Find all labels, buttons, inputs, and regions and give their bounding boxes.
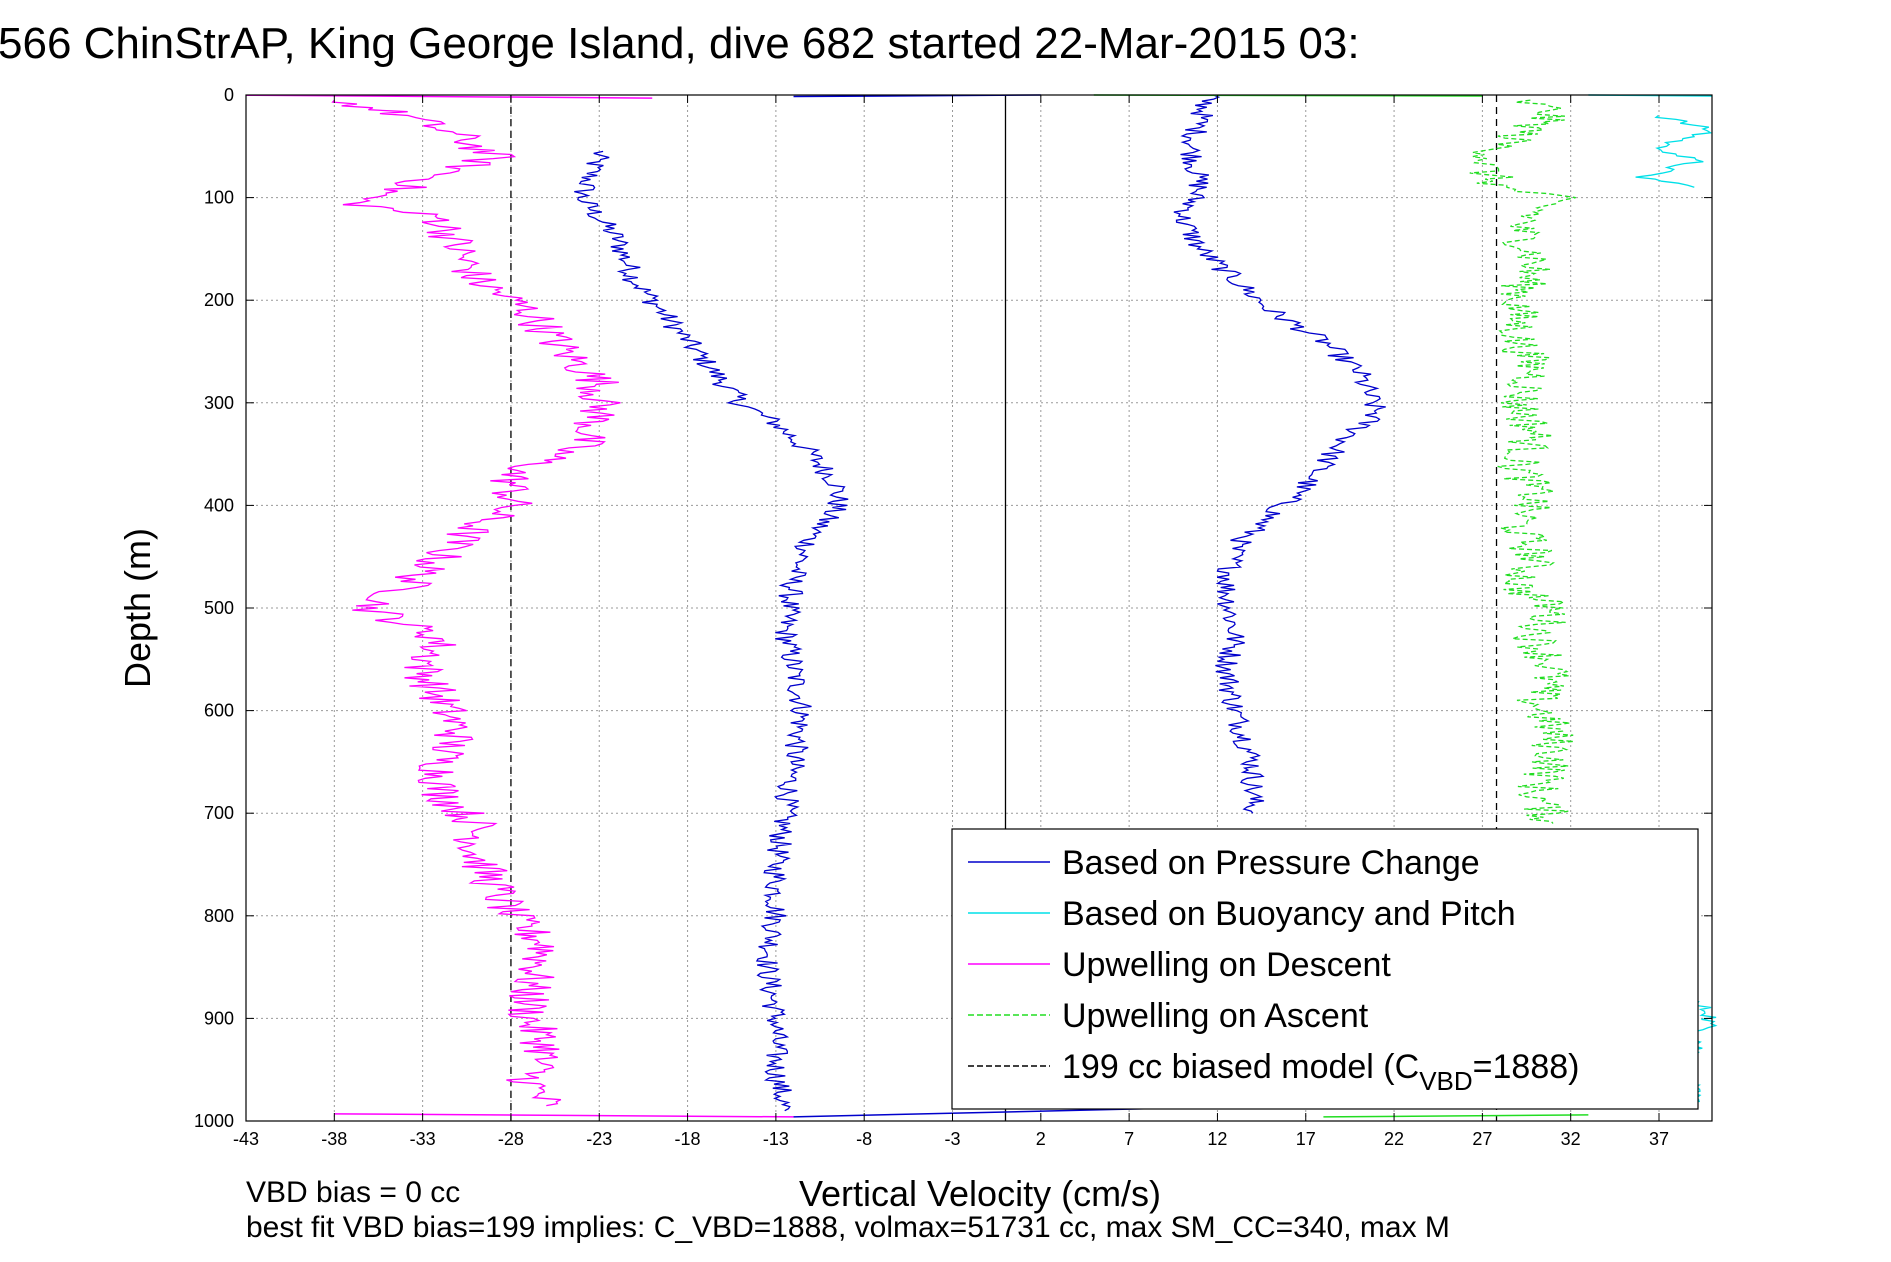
surface-spike (245, 94, 653, 99)
x-tick-label: -33 (410, 1129, 436, 1149)
y-axis-ticks: 0 100 200 300 400 500 600 700 800 900 1000 (194, 85, 1712, 1131)
x-tick-label: -8 (856, 1129, 872, 1149)
legend-label-upwelling-on-descent: Upwelling on Descent (1062, 946, 1391, 984)
y-tick-label: 200 (204, 290, 234, 310)
x-tick-label: -23 (586, 1129, 612, 1149)
x-tick-label: -28 (498, 1129, 524, 1149)
series-line-based-on-pressure-change (574, 150, 849, 1112)
y-tick-label: 0 (224, 85, 234, 105)
x-axis-ticks: -43 -38 -33 -28 -23 -18 -13 -8 -3 2 7 12 17 22 27 32 37 (233, 95, 1669, 1149)
y-tick-label: 900 (204, 1008, 234, 1028)
x-tick-label: 7 (1124, 1129, 1134, 1149)
x-tick-label: -3 (944, 1129, 960, 1149)
x-tick-label: 17 (1296, 1129, 1316, 1149)
y-tick-label: 600 (204, 701, 234, 721)
chart-title: 566 ChinStrAP, King George Island, dive … (0, 19, 1360, 68)
x-tick-label: 32 (1561, 1129, 1581, 1149)
x-tick-label: 22 (1384, 1129, 1404, 1149)
series-line-based-on-pressure-change-ascent (1173, 94, 1386, 814)
y-axis-label: Depth (m) (117, 528, 158, 688)
y-tick-label: 300 (204, 393, 234, 413)
x-tick-label: 37 (1649, 1129, 1669, 1149)
surface-spike (334, 1113, 794, 1118)
y-tick-label: 400 (204, 495, 234, 515)
best-fit-note: best fit VBD bias=199 implies: C_VBD=188… (246, 1211, 1450, 1244)
legend-label-based-on-buoyancy-and-pitch: Based on Buoyancy and Pitch (1062, 895, 1516, 933)
series-line-based-on-buoyancy-and-pitch (1635, 114, 1713, 188)
legend-label-upwelling-on-ascent: Upwelling on Ascent (1062, 997, 1369, 1035)
y-tick-label: 800 (204, 906, 234, 926)
series-line-upwelling-on-ascent (1469, 99, 1576, 824)
x-tick-label: 27 (1472, 1129, 1492, 1149)
x-tick-label: 12 (1207, 1129, 1227, 1149)
x-tick-label: -18 (675, 1129, 701, 1149)
surface-spike (1323, 1114, 1589, 1118)
y-tick-label: 100 (204, 188, 234, 208)
x-axis-label: Vertical Velocity (cm/s) (799, 1173, 1161, 1214)
x-tick-label: -43 (233, 1129, 259, 1149)
legend: Based on Pressure Change Based on Buoyanc… (951, 828, 1699, 1110)
vbd-bias-note: VBD bias = 0 cc (246, 1176, 460, 1209)
x-tick-label: -13 (763, 1129, 789, 1149)
legend-box (951, 828, 1699, 1110)
legend-label-based-on-pressure-change: Based on Pressure Change (1062, 844, 1480, 882)
series-line-upwelling-on-descent (331, 99, 621, 1107)
x-tick-label: -38 (321, 1129, 347, 1149)
y-tick-label: 500 (204, 598, 234, 618)
x-tick-label: 2 (1036, 1129, 1046, 1149)
surface-spike (793, 1107, 1147, 1118)
y-tick-label: 1000 (194, 1111, 234, 1131)
y-tick-label: 700 (204, 803, 234, 823)
